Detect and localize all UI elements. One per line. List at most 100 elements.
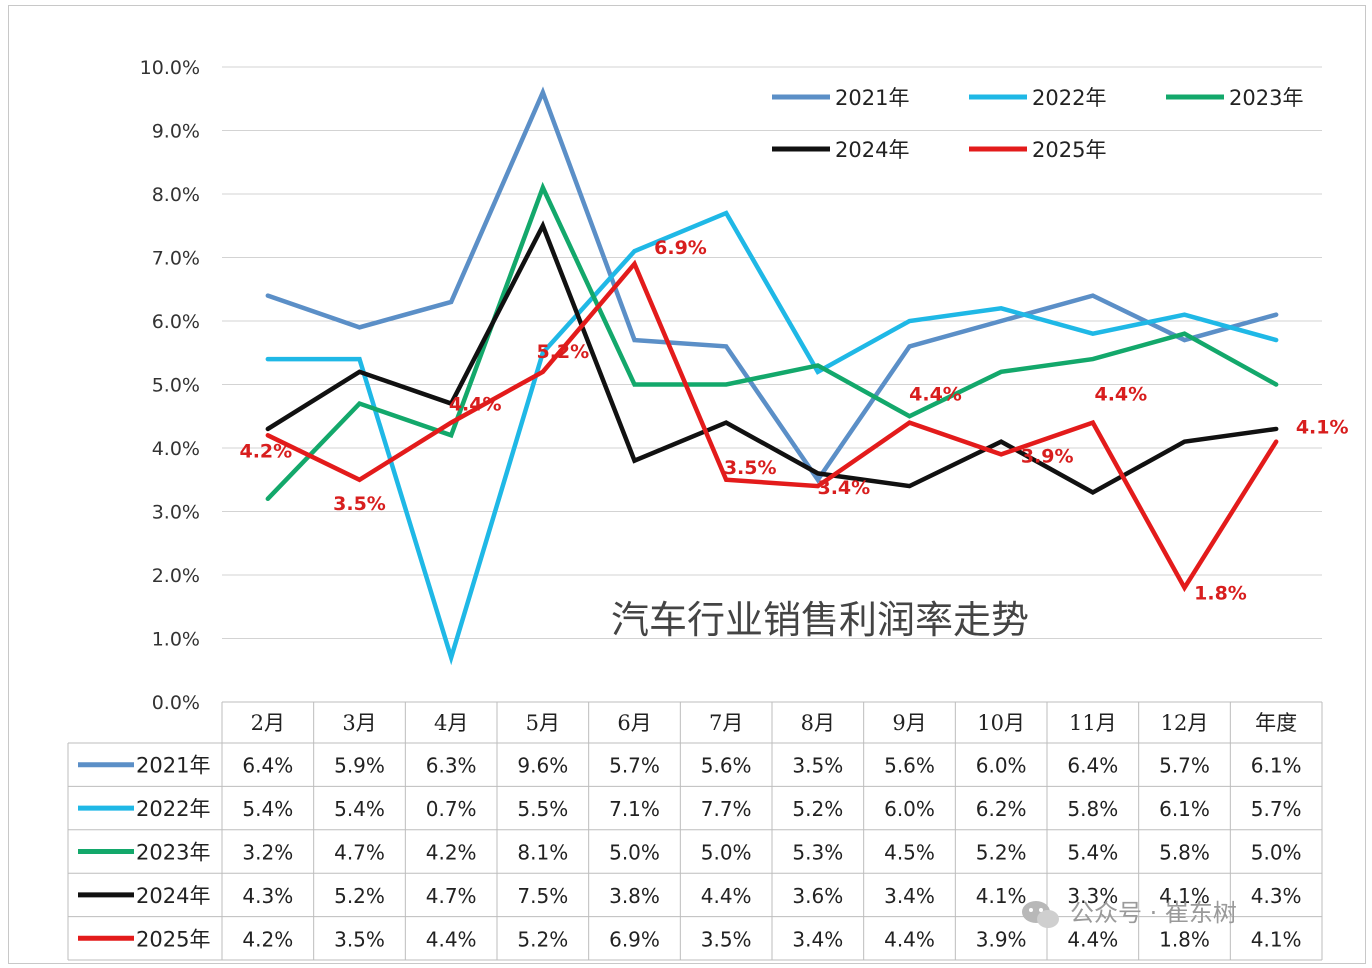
series-line [265, 220, 1279, 496]
table-cell: 3.2% [242, 841, 293, 865]
table-cell: 5.5% [517, 797, 568, 821]
data-label: 3.5% [333, 493, 386, 515]
chart-title: 汽车行业销售利润率走势 [611, 598, 1029, 642]
y-tick-label: 1.0% [152, 629, 200, 651]
x-category-label: 年度 [1255, 711, 1297, 735]
series-line [265, 86, 1279, 484]
table-cell: 5.4% [242, 797, 293, 821]
table-row-series-name: 2023年 [136, 841, 210, 865]
x-category-label: 3月 [342, 711, 376, 735]
table-cell: 6.4% [1067, 754, 1118, 778]
data-labels-2025: 4.2% 3.5% 4.4% 5.2% 6.9% 3.5% 3.4% 4.4% 3.9% 4.4%… [239, 237, 1348, 605]
table-cell: 6.0% [884, 797, 935, 821]
data-label: 5.2% [536, 341, 589, 363]
table-cell: 5.6% [701, 754, 752, 778]
series-line [265, 259, 1279, 593]
y-tick-label: 3.0% [152, 502, 200, 524]
legend-label: 2021年 [835, 86, 909, 110]
data-label: 3.4% [817, 477, 870, 499]
table-cell: 4.3% [242, 884, 293, 908]
x-category-label: 4月 [434, 711, 468, 735]
table-cell: 3.8% [609, 884, 660, 908]
table-cell: 5.2% [334, 884, 385, 908]
table-cell: 6.4% [242, 754, 293, 778]
table-cell: 5.2% [792, 797, 843, 821]
table-cell: 3.6% [792, 884, 843, 908]
x-category-label: 8月 [801, 711, 835, 735]
table-cell: 5.2% [976, 841, 1027, 865]
x-category-label: 11月 [1069, 711, 1117, 735]
legend: 2021年 2022年 2023年 2024年 2025年 [772, 86, 1303, 162]
y-tick-label: 2.0% [152, 565, 200, 587]
y-tick-label: 10.0% [140, 57, 200, 79]
x-category-label: 5月 [526, 711, 560, 735]
y-tick-label: 4.0% [152, 438, 200, 460]
table-cell: 3.5% [334, 927, 385, 951]
table-cell: 9.6% [517, 754, 568, 778]
table-cell: 3.3% [1067, 884, 1118, 908]
y-tick-label: 9.0% [152, 121, 200, 143]
series-line [265, 210, 1279, 666]
table-cell: 3.5% [701, 927, 752, 951]
table-cell: 5.6% [884, 754, 935, 778]
table-cell: 1.8% [1159, 927, 1210, 951]
table-cell: 6.1% [1159, 797, 1210, 821]
x-category-label: 7月 [709, 711, 743, 735]
y-axis-ticks: 0.0% 1.0% 2.0% 3.0% 4.0% 5.0% 6.0% 7.0% 8.0% 9.0%… [140, 57, 200, 714]
data-label: 6.9% [654, 237, 707, 259]
y-tick-label: 6.0% [152, 311, 200, 333]
table-cell: 8.1% [517, 841, 568, 865]
table-cell: 5.8% [1159, 841, 1210, 865]
y-tick-label: 7.0% [152, 248, 200, 270]
table-cell: 5.0% [701, 841, 752, 865]
data-label: 4.2% [239, 440, 292, 462]
data-table: 2月 3月 4月 5月 6月 7月 8月 9月 10月 11月 12月 年度 2021年 6.4% 5.9%… [67, 701, 1323, 961]
table-cell: 5.0% [1251, 841, 1302, 865]
table-row-series-name: 2025年 [136, 927, 210, 951]
data-label: 4.1% [1296, 417, 1349, 439]
table-cell: 4.1% [976, 884, 1027, 908]
wechat-icon [1022, 901, 1059, 928]
table-row-series-name: 2021年 [136, 754, 210, 778]
table-cell: 6.1% [1251, 754, 1302, 778]
table-cell: 4.2% [426, 841, 477, 865]
table-cell: 6.3% [426, 754, 477, 778]
data-label: 4.4% [1094, 384, 1147, 406]
table-row-series-name: 2024年 [136, 884, 210, 908]
table-cell: 3.4% [792, 927, 843, 951]
table-cell: 5.7% [609, 754, 660, 778]
table-cell: 5.7% [1251, 797, 1302, 821]
y-tick-label: 5.0% [152, 375, 200, 397]
data-label: 4.4% [909, 384, 962, 406]
table-cell: 5.2% [517, 927, 568, 951]
watermark: 公众号 · 崔东树 [1022, 899, 1237, 928]
table-cell: 4.1% [1159, 884, 1210, 908]
legend-label: 2023年 [1229, 86, 1303, 110]
table-cell: 4.7% [334, 841, 385, 865]
table-cell: 5.9% [334, 754, 385, 778]
data-label: 4.4% [449, 394, 502, 416]
table-cell: 5.3% [792, 841, 843, 865]
table-cell: 4.4% [1067, 927, 1118, 951]
table-cell: 5.4% [1067, 841, 1118, 865]
table-row-series-name: 2022年 [136, 797, 210, 821]
series-lines [265, 86, 1279, 666]
table-cell: 7.7% [701, 797, 752, 821]
x-category-label: 12月 [1161, 711, 1209, 735]
table-cell: 4.5% [884, 841, 935, 865]
legend-label: 2022年 [1032, 86, 1106, 110]
x-category-label: 9月 [892, 711, 926, 735]
table-cell: 7.1% [609, 797, 660, 821]
series-line [265, 181, 1279, 502]
table-cell: 6.9% [609, 927, 660, 951]
legend-label: 2024年 [835, 138, 909, 162]
table-cell: 4.1% [1251, 927, 1302, 951]
table-cell: 5.8% [1067, 797, 1118, 821]
table-cell: 6.2% [976, 797, 1027, 821]
y-tick-label: 0.0% [152, 692, 200, 714]
table-cell: 3.9% [976, 927, 1027, 951]
table-cell: 5.0% [609, 841, 660, 865]
table-cell: 4.3% [1251, 884, 1302, 908]
table-cell: 6.0% [976, 754, 1027, 778]
